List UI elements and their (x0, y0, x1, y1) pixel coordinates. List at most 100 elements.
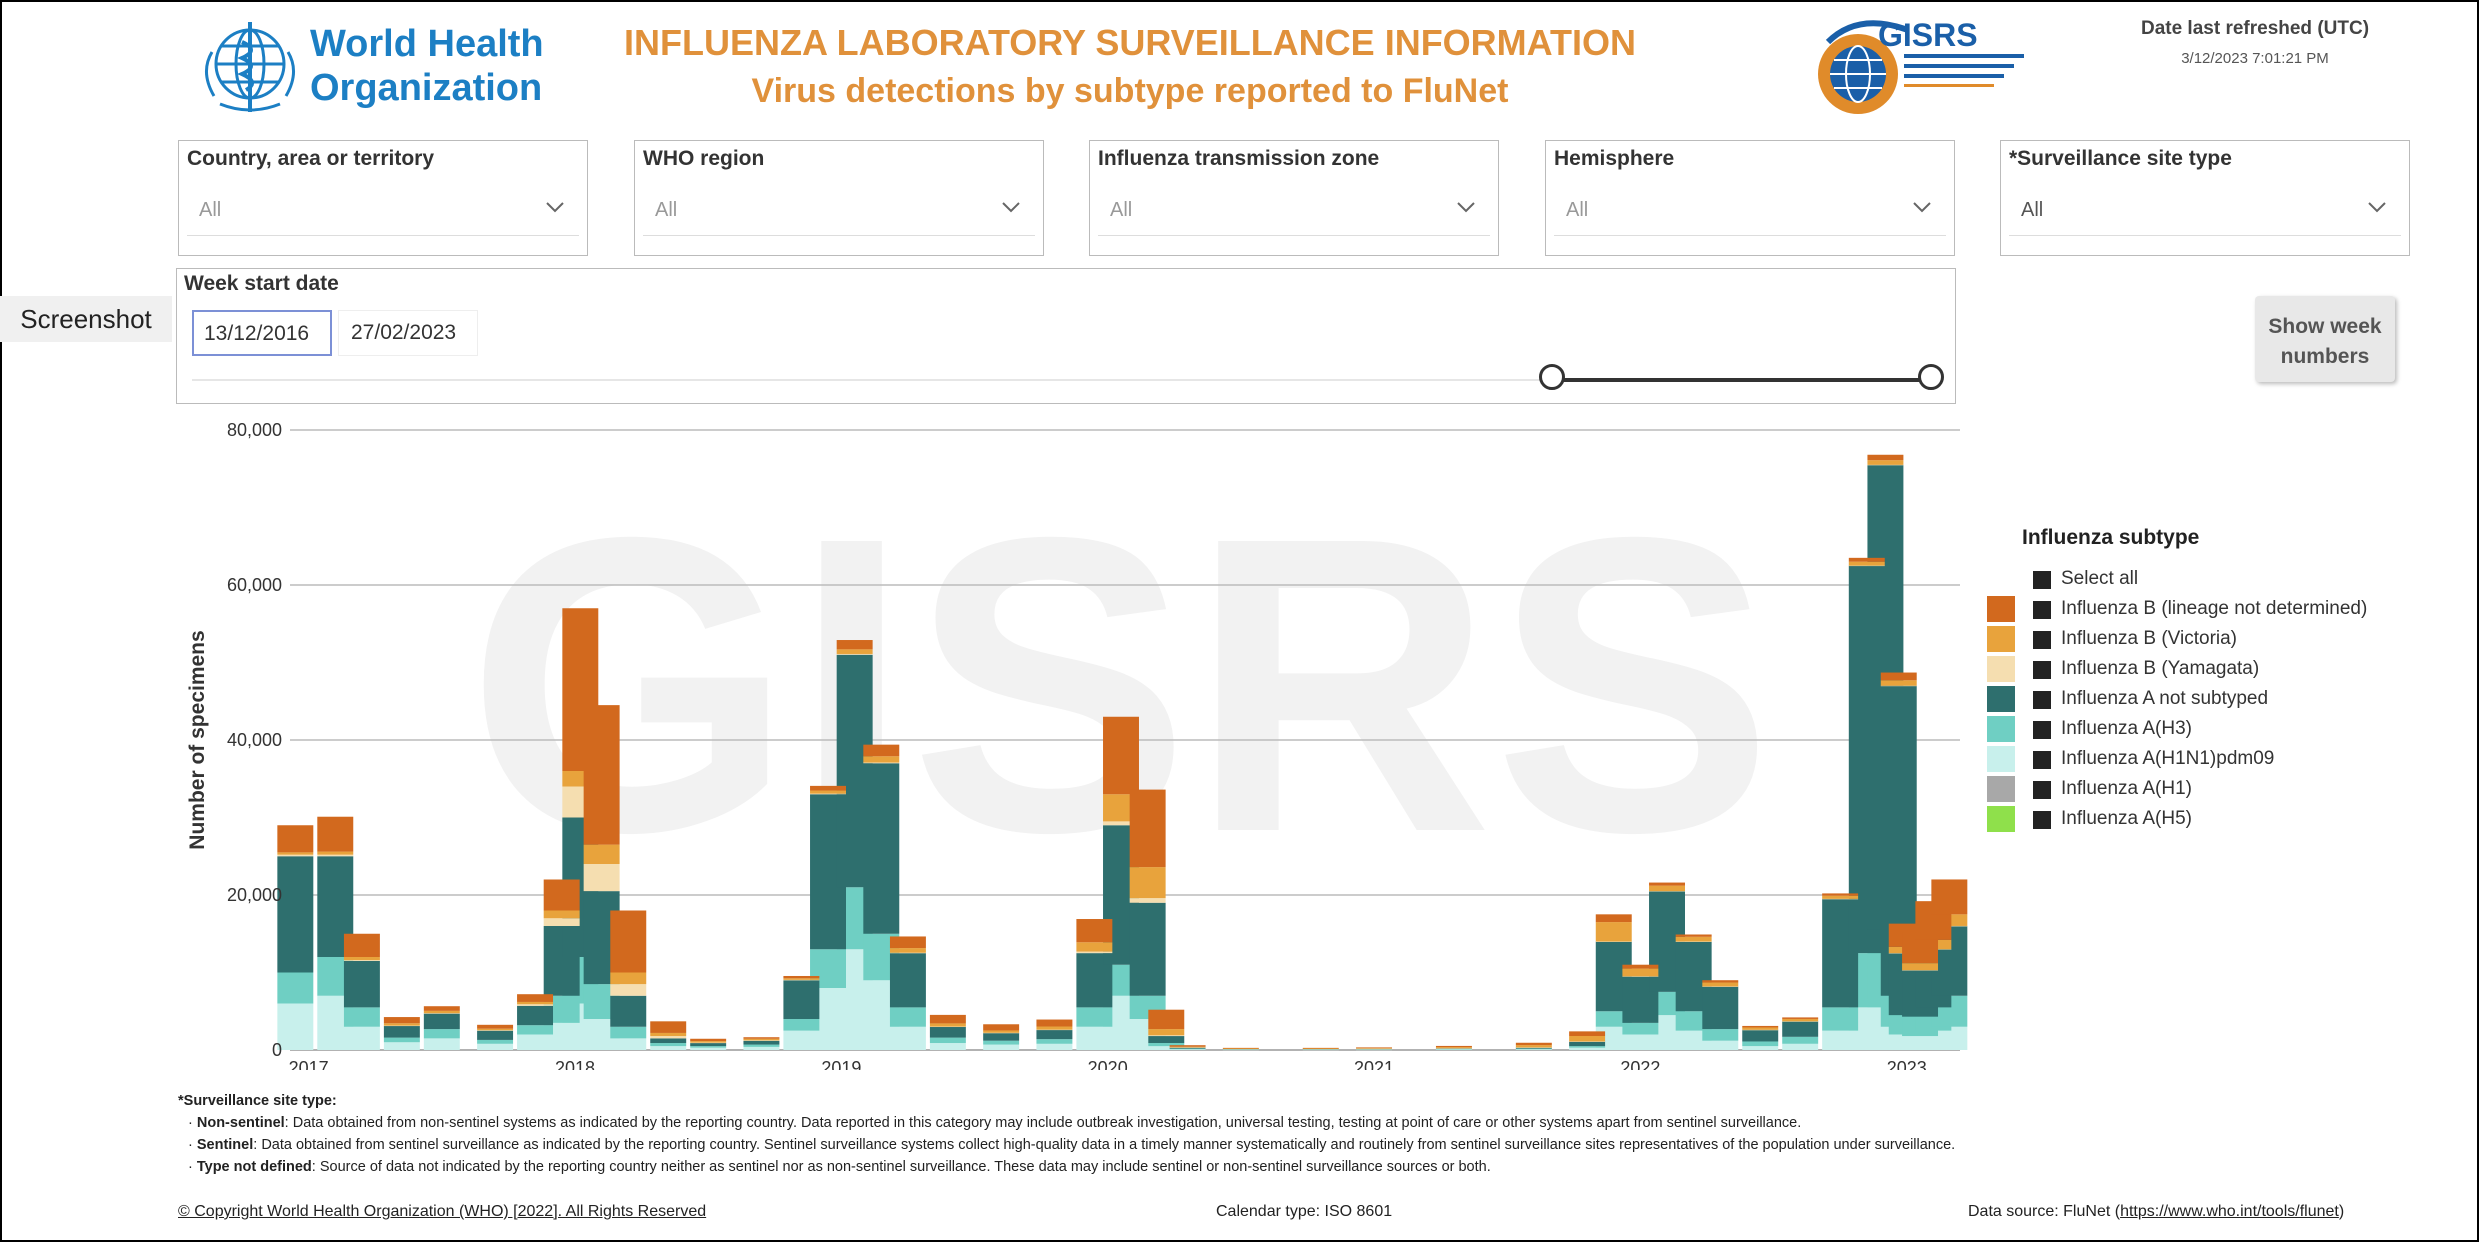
bar-segment (836, 640, 873, 650)
show-week-numbers-button[interactable]: Show week numbers (2255, 296, 2395, 382)
bar-segment (1822, 1007, 1859, 1031)
end-date-input[interactable]: 27/02/2023 (338, 310, 478, 356)
bar-segment (1222, 1047, 1259, 1049)
legend-swatch (1987, 596, 2015, 622)
page-subtitle: Virus detections by subtype reported to … (751, 72, 1509, 110)
bar-segment (1103, 716, 1139, 795)
legend-title: Influenza subtype (2022, 526, 2200, 549)
bar-segment (1356, 1049, 1393, 1050)
bar-segment (1867, 464, 1904, 466)
y-tick-label: 40,000 (227, 730, 282, 750)
bar-segment (1036, 1039, 1073, 1044)
bar-segment (1222, 1049, 1259, 1050)
footnote-text: : Data obtained from non-sentinel system… (284, 1115, 1802, 1131)
bar-segment (1129, 898, 1166, 903)
bar-segment (1848, 557, 1885, 562)
bar-segment (1782, 1018, 1819, 1022)
legend-swatch (1987, 566, 2015, 592)
filter-site-type: *Surveillance site type All (2000, 140, 2410, 256)
bar-segment (423, 1013, 460, 1030)
legend-checkbox[interactable] (2033, 601, 2051, 619)
site-type-dropdown[interactable]: All (2009, 185, 2401, 236)
x-tick-label: 2021 (1354, 1058, 1394, 1070)
bar-segment (423, 1010, 460, 1014)
bar-segment (543, 918, 580, 926)
bar-segment (277, 825, 314, 853)
footnote-text: : Data obtained from sentinel surveillan… (253, 1137, 1956, 1153)
bar-segment (1103, 821, 1139, 826)
y-tick-labels: 0 20,000 40,000 60,000 80,000 (227, 420, 282, 1060)
copyright-link[interactable]: © Copyright World Health Organization (W… (178, 1203, 707, 1220)
country-dropdown[interactable]: All (187, 185, 579, 236)
bar-segment (650, 1043, 687, 1047)
chevron-down-icon (1457, 202, 1475, 213)
legend-checkbox[interactable] (2033, 721, 2051, 739)
dropdown-value: All (655, 199, 678, 221)
bar-segment (277, 972, 314, 1004)
y-tick-label: 20,000 (227, 885, 282, 905)
legend-checkbox[interactable] (2033, 751, 2051, 769)
hemisphere-dropdown[interactable]: All (1554, 185, 1946, 236)
bar-segment (383, 1025, 420, 1027)
legend-checkbox[interactable] (2033, 571, 2051, 589)
transmission-zone-dropdown[interactable]: All (1098, 185, 1490, 236)
footnotes: *Surveillance site type: · Non-sentinel:… (178, 1090, 2428, 1178)
bar-segment (610, 910, 647, 973)
bar-segment (650, 1046, 687, 1050)
start-date-input[interactable]: 13/12/2016 (192, 310, 332, 356)
bar-segment (1569, 1036, 1606, 1042)
bar-segment (343, 933, 380, 957)
bar-segment (743, 1040, 780, 1045)
bar-segment (1356, 1048, 1393, 1050)
bar-segment (1302, 1048, 1339, 1049)
bar-segment (517, 1001, 554, 1005)
legend-swatch (1987, 656, 2015, 682)
footnote-item: · Sentinel: Data obtained from sentinel … (188, 1137, 1956, 1153)
bar-segment (1649, 885, 1685, 892)
bar-segment (929, 1014, 966, 1024)
bar-segment (1782, 1036, 1819, 1044)
legend-checkbox[interactable] (2033, 631, 2051, 649)
legend-checkbox[interactable] (2033, 661, 2051, 679)
filter-label: Hemisphere (1554, 147, 1675, 170)
bar-segment (743, 1037, 780, 1039)
slider-end-handle[interactable] (1918, 364, 1944, 390)
bar-segment (1742, 1029, 1779, 1042)
bar-segment (610, 984, 647, 996)
filter-label: Country, area or territory (187, 147, 435, 170)
bar-segment (343, 960, 380, 1008)
bar-segment (423, 1006, 460, 1011)
bar-segment (690, 1042, 727, 1044)
y-tick-label: 60,000 (227, 575, 282, 595)
slider-start-handle[interactable] (1539, 364, 1565, 390)
bar-segment (1595, 914, 1632, 923)
bar-segment (477, 1043, 514, 1050)
bar-segment (1649, 891, 1685, 892)
bar-segment (1931, 879, 1968, 915)
bar-segment (1169, 1047, 1206, 1048)
bar-segment (929, 1043, 966, 1050)
bar-segment (583, 864, 620, 892)
bar-segment (1129, 902, 1166, 996)
legend-label: Influenza B (Yamagata) (2061, 658, 2260, 679)
legend-checkbox[interactable] (2033, 781, 2051, 799)
chevron-down-icon (1913, 202, 1931, 213)
bar-segment (1569, 1041, 1606, 1047)
date-slider-track[interactable] (192, 379, 1932, 381)
bar-segment (1782, 1017, 1819, 1019)
flunet-link[interactable]: https://www.who.int/tools/flunet (2120, 1203, 2339, 1220)
bar-segment (1148, 1029, 1185, 1036)
bar-segment (277, 1003, 314, 1050)
bar-segment (983, 1030, 1020, 1033)
show-week-label: Show week numbers (2268, 315, 2382, 368)
legend-checkbox[interactable] (2033, 811, 2051, 829)
who-region-dropdown[interactable]: All (643, 185, 1035, 236)
bar-segment (863, 744, 900, 757)
footnote-term: Non-sentinel (196, 1115, 285, 1131)
bar-segment (1702, 1040, 1739, 1050)
bar-segment (1880, 680, 1917, 686)
chevron-down-icon (1002, 202, 1020, 213)
bar-segment (1169, 1048, 1206, 1050)
bar-segment (1782, 1021, 1819, 1022)
legend-checkbox[interactable] (2033, 691, 2051, 709)
